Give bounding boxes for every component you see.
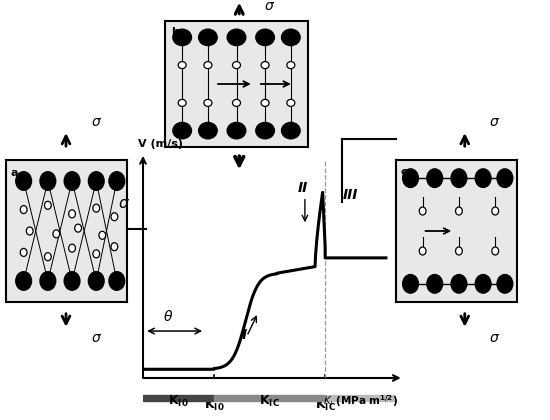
Circle shape [227, 29, 246, 45]
Bar [143, 395, 214, 401]
Circle shape [261, 100, 269, 106]
Text: $K_i\ \mathbf{(MPa\ m^{1/2})}$: $K_i\ \mathbf{(MPa\ m^{1/2})}$ [323, 393, 398, 409]
Circle shape [403, 169, 419, 187]
Circle shape [109, 272, 125, 290]
Circle shape [419, 207, 426, 215]
Circle shape [178, 100, 186, 106]
Text: $\theta$: $\theta$ [163, 309, 173, 324]
Circle shape [64, 272, 80, 290]
Circle shape [111, 243, 118, 251]
Circle shape [233, 62, 240, 68]
Circle shape [89, 172, 104, 190]
Circle shape [403, 275, 419, 293]
Circle shape [455, 207, 463, 215]
Circle shape [173, 123, 191, 139]
Circle shape [497, 275, 513, 293]
Circle shape [227, 123, 246, 139]
Text: $\sigma$: $\sigma$ [490, 115, 500, 129]
Circle shape [16, 272, 31, 290]
Text: $\mathbf{K_{I0}}$: $\mathbf{K_{I0}}$ [204, 398, 224, 413]
Text: $\mathbf{K_{IC}}$: $\mathbf{K_{IC}}$ [259, 394, 280, 409]
Circle shape [256, 123, 274, 139]
Circle shape [89, 272, 104, 290]
Text: a: a [10, 168, 18, 178]
Circle shape [451, 169, 467, 187]
Circle shape [75, 224, 81, 232]
Text: III: III [343, 188, 358, 202]
Circle shape [69, 244, 75, 252]
Circle shape [287, 62, 295, 68]
Circle shape [427, 275, 443, 293]
Text: $\sigma$: $\sigma$ [91, 331, 102, 345]
Circle shape [287, 100, 295, 106]
Circle shape [199, 29, 217, 45]
Circle shape [20, 205, 27, 214]
Text: c: c [401, 167, 408, 177]
Circle shape [199, 123, 217, 139]
Circle shape [16, 172, 31, 190]
Circle shape [26, 227, 33, 235]
Circle shape [455, 247, 463, 255]
Bar [214, 395, 325, 401]
Text: V (m/s): V (m/s) [138, 139, 183, 149]
Text: I: I [241, 328, 247, 342]
Circle shape [204, 62, 212, 68]
Circle shape [427, 169, 443, 187]
Circle shape [40, 172, 56, 190]
Circle shape [282, 29, 300, 45]
Circle shape [20, 248, 27, 257]
Circle shape [261, 62, 269, 68]
Circle shape [475, 169, 491, 187]
Text: $\mathbf{K_{I0}}$: $\mathbf{K_{I0}}$ [168, 394, 189, 409]
Text: $\sigma$: $\sigma$ [118, 196, 130, 211]
Circle shape [282, 123, 300, 139]
Circle shape [497, 169, 513, 187]
Circle shape [256, 29, 274, 45]
Circle shape [93, 250, 100, 258]
Circle shape [173, 29, 191, 45]
Circle shape [53, 230, 60, 238]
Circle shape [99, 231, 106, 239]
Circle shape [492, 247, 499, 255]
Bar [325, 395, 396, 401]
Circle shape [475, 275, 491, 293]
Circle shape [45, 253, 51, 261]
Text: $\sigma$: $\sigma$ [91, 115, 102, 129]
Circle shape [109, 172, 125, 190]
Text: $\sigma$: $\sigma$ [490, 331, 500, 345]
Text: II: II [297, 181, 307, 195]
Circle shape [204, 100, 212, 106]
Circle shape [111, 213, 118, 221]
Text: b: b [170, 27, 179, 37]
Circle shape [69, 210, 75, 218]
Circle shape [45, 201, 51, 209]
Circle shape [451, 275, 467, 293]
Text: $\mathbf{K_{IC}}$: $\mathbf{K_{IC}}$ [315, 398, 336, 413]
Circle shape [40, 272, 56, 290]
Circle shape [492, 207, 499, 215]
Circle shape [419, 247, 426, 255]
Circle shape [93, 204, 100, 212]
Text: $\sigma$: $\sigma$ [264, 0, 275, 13]
Circle shape [233, 100, 240, 106]
Circle shape [64, 172, 80, 190]
Circle shape [178, 62, 186, 68]
